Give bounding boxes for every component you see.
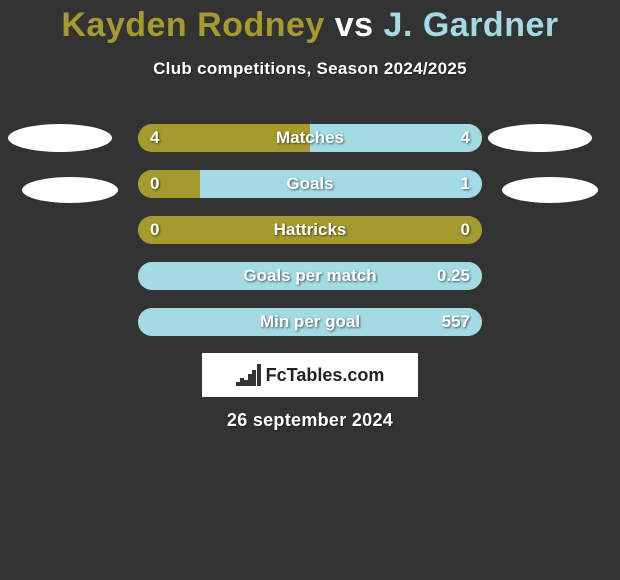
logo-text-fc: Fc bbox=[266, 365, 287, 385]
stat-row: Hattricks00 bbox=[0, 216, 620, 244]
stat-bar-right-fill bbox=[200, 170, 482, 198]
vs-text: vs bbox=[335, 6, 374, 44]
main-title: Kayden Rodney vs J. Gardner bbox=[0, 0, 620, 45]
stat-bar-track bbox=[138, 170, 482, 198]
stat-rows-container: Matches44Goals01Hattricks00Goals per mat… bbox=[0, 124, 620, 354]
subtitle: Club competitions, Season 2024/2025 bbox=[0, 59, 620, 79]
stat-row: Min per goal557 bbox=[0, 308, 620, 336]
stat-bar-left-fill bbox=[138, 216, 482, 244]
comparison-infographic: Kayden Rodney vs J. Gardner Club competi… bbox=[0, 0, 620, 580]
stat-row: Goals per match0.25 bbox=[0, 262, 620, 290]
player-left-name: Kayden Rodney bbox=[61, 6, 324, 44]
side-ellipse bbox=[502, 177, 598, 203]
player-right-name: J. Gardner bbox=[384, 6, 559, 44]
date-text: 26 september 2024 bbox=[0, 410, 620, 431]
fctables-logo: FcTables.com bbox=[202, 353, 418, 397]
logo-bar-icon bbox=[236, 364, 262, 386]
stat-bar-left-fill bbox=[138, 170, 200, 198]
logo-text-tables: Tables bbox=[287, 365, 343, 385]
side-ellipse bbox=[22, 177, 118, 203]
stat-bar-right-fill bbox=[138, 262, 482, 290]
stat-bar-right-fill bbox=[138, 308, 482, 336]
stat-bar-track bbox=[138, 216, 482, 244]
side-ellipse bbox=[488, 124, 592, 152]
stat-bar-track bbox=[138, 308, 482, 336]
logo-text: FcTables.com bbox=[266, 365, 385, 386]
stat-bar-track bbox=[138, 262, 482, 290]
stat-bar-right-fill bbox=[310, 124, 482, 152]
stat-bar-left-fill bbox=[138, 124, 310, 152]
side-ellipse bbox=[8, 124, 112, 152]
logo-mini-bar bbox=[257, 364, 261, 386]
logo-text-com: .com bbox=[342, 365, 384, 385]
stat-bar-track bbox=[138, 124, 482, 152]
